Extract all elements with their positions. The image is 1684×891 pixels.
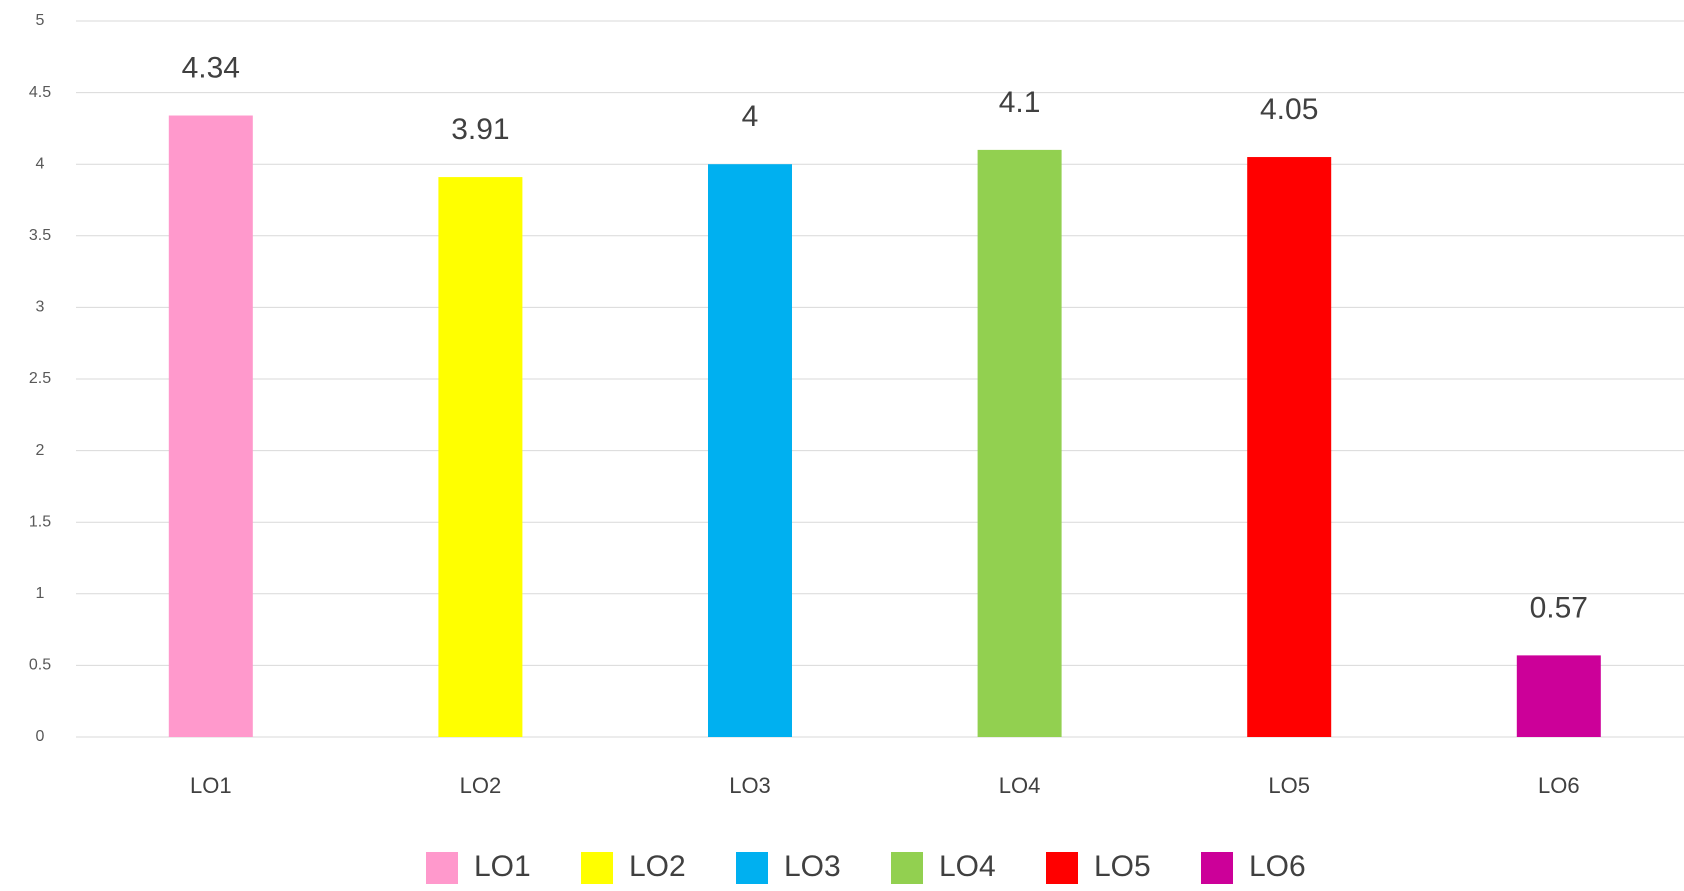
value-label: 4.05 (1260, 93, 1318, 126)
x-tick-label: LO1 (190, 773, 232, 798)
y-tick-label: 2 (36, 442, 45, 459)
bar (978, 150, 1062, 737)
legend-swatch (1046, 852, 1078, 884)
legend-swatch (581, 852, 613, 884)
y-tick-label: 0.5 (29, 657, 51, 674)
legend-label: LO1 (474, 850, 531, 883)
y-tick-label: 4.5 (29, 84, 51, 101)
x-tick-label: LO2 (460, 773, 502, 798)
y-tick-label: 0 (36, 728, 45, 745)
y-tick-label: 3 (36, 299, 45, 316)
y-tick-label: 4 (36, 155, 45, 172)
bar (438, 177, 522, 737)
legend-label: LO4 (939, 850, 996, 883)
bar (708, 164, 792, 737)
bar (1517, 655, 1601, 737)
bar (1247, 157, 1331, 737)
x-tick-label: LO6 (1538, 773, 1580, 798)
value-label: 4.34 (182, 51, 240, 84)
value-label: 3.91 (451, 113, 509, 146)
legend-label: LO3 (784, 850, 841, 883)
y-tick-label: 5 (36, 12, 45, 29)
y-tick-label: 3.5 (29, 227, 51, 244)
value-label: 4 (742, 100, 759, 133)
x-tick-label: LO4 (999, 773, 1041, 798)
x-tick-label: LO5 (1268, 773, 1310, 798)
y-tick-label: 1 (36, 585, 45, 602)
value-label: 0.57 (1530, 591, 1588, 624)
y-tick-label: 1.5 (29, 513, 51, 530)
legend-swatch (1201, 852, 1233, 884)
x-tick-label: LO3 (729, 773, 771, 798)
legend-swatch (426, 852, 458, 884)
legend-label: LO5 (1094, 850, 1151, 883)
legend-swatch (891, 852, 923, 884)
bar (169, 116, 253, 737)
legend-label: LO6 (1249, 850, 1306, 883)
chart: 0 0.5 1 1.5 2 2.5 3 3.5 4 4.5 5 4.34 LO1 3.91 LO2 4 LO3 4… (0, 0, 1684, 891)
page: {"chart_data": {"type": "bar", "categori… (0, 0, 1684, 891)
value-label: 4.1 (999, 86, 1041, 119)
legend-label: LO2 (629, 850, 686, 883)
legend-swatch (736, 852, 768, 884)
y-tick-label: 2.5 (29, 370, 51, 387)
